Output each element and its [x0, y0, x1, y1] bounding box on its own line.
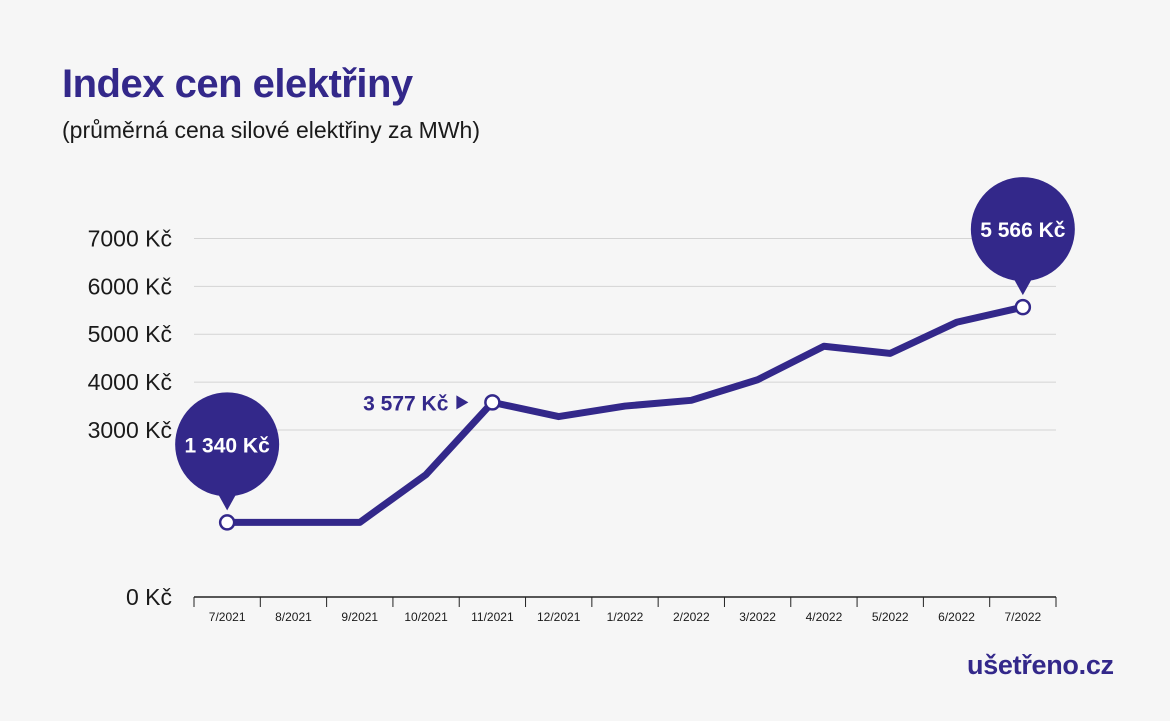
y-tick-label: 5000 Kč: [88, 321, 172, 347]
annotation-bubble: [175, 392, 280, 497]
x-tick-label: 12/2021: [537, 610, 581, 624]
brand-logo-text: ušetřeno.cz: [967, 650, 1114, 680]
series-line: [223, 303, 1027, 526]
x-tick-label: 7/2021: [209, 610, 246, 624]
x-tick-label: 4/2022: [806, 610, 843, 624]
x-tick-label: 2/2022: [673, 610, 710, 624]
x-tick-label: 11/2021: [471, 610, 514, 624]
chart-title: Index cen elektřiny: [62, 62, 413, 106]
y-tick-label: 7000 Kč: [88, 225, 172, 251]
annotation-pointer: [1012, 277, 1033, 296]
annotation-label: 3 577 Kč: [363, 392, 449, 415]
annotated-point: [1014, 298, 1032, 316]
y-tick-label: 0 Kč: [126, 584, 172, 610]
annotated-point: [484, 394, 501, 411]
y-tick-label: 3000 Kč: [88, 417, 172, 443]
annotated-point: [218, 514, 236, 531]
x-tick-label: 9/2021: [341, 610, 378, 624]
x-tick-label: 3/2022: [739, 610, 776, 624]
annotation-label: 1 340 Kč: [185, 434, 271, 457]
y-tick-label: 6000 Kč: [88, 273, 172, 299]
x-tick-label: 8/2021: [275, 610, 312, 624]
x-tick-label: 1/2022: [607, 610, 644, 624]
annotation-bubble: [970, 177, 1075, 282]
brand-logo: ušetřeno.cz: [967, 650, 1114, 681]
x-tick-label: 10/2021: [404, 610, 448, 624]
x-tick-label: 6/2022: [938, 610, 975, 624]
annotation-pointer: [217, 492, 238, 511]
x-tick-label: 7/2022: [1004, 610, 1041, 624]
y-tick-label: 4000 Kč: [88, 369, 172, 395]
annotation-label: 5 566 Kč: [980, 219, 1066, 242]
x-tick-label: 5/2022: [872, 610, 909, 624]
chart-subtitle: (průměrná cena silové elektřiny za MWh): [62, 117, 480, 143]
annotation-arrow: [456, 395, 469, 410]
